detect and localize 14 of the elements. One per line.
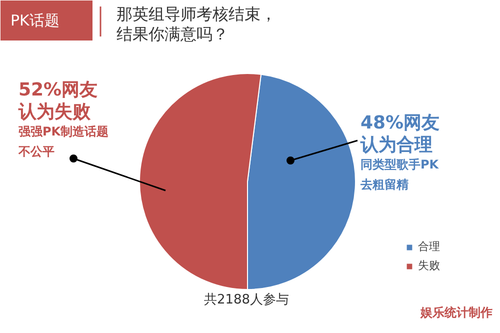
text: 娱乐统计制作: [420, 306, 492, 320]
text: 52%网友: [18, 80, 98, 100]
legend-label: 失败: [418, 258, 440, 273]
text: 去粗留精: [360, 178, 408, 192]
text: 48%网友: [360, 112, 440, 134]
text: 认为合理: [360, 134, 432, 156]
legend-label: 合理: [418, 239, 440, 254]
chart-title: 那英组导师考核结束，结果你满意吗？: [116, 4, 276, 44]
text: 共2188人参与: [204, 292, 290, 308]
text: 不公平: [18, 144, 54, 158]
text: 同类型歌手PK: [360, 158, 440, 172]
chart-subtitle: PK话题: [10, 12, 60, 30]
text: 强强PK制造话题: [18, 124, 109, 138]
text: 认为失败: [18, 102, 92, 122]
